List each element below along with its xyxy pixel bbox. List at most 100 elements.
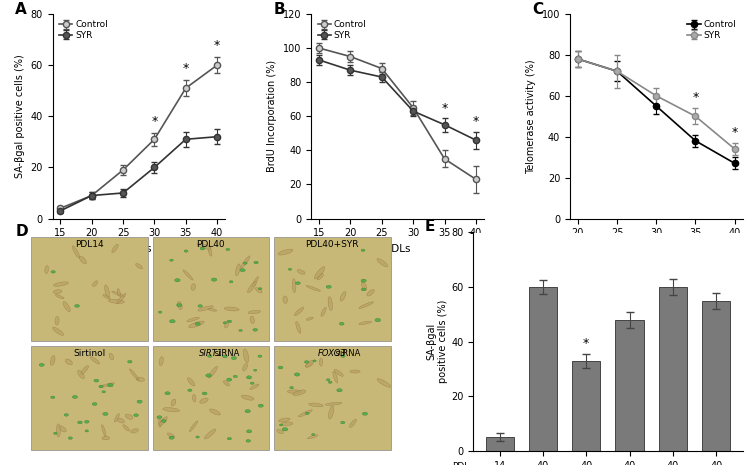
Ellipse shape <box>205 429 216 439</box>
Ellipse shape <box>258 355 262 358</box>
Ellipse shape <box>128 360 132 363</box>
Ellipse shape <box>196 436 200 438</box>
Text: siRNA: siRNA <box>211 349 239 359</box>
Ellipse shape <box>288 268 292 270</box>
Ellipse shape <box>167 433 174 437</box>
Ellipse shape <box>92 403 97 405</box>
Ellipse shape <box>377 379 391 387</box>
Ellipse shape <box>339 322 344 325</box>
Ellipse shape <box>101 425 106 437</box>
Ellipse shape <box>243 262 248 264</box>
Ellipse shape <box>206 374 212 377</box>
Ellipse shape <box>246 376 252 379</box>
Ellipse shape <box>256 288 262 293</box>
Ellipse shape <box>72 395 77 399</box>
Ellipse shape <box>231 357 236 359</box>
Ellipse shape <box>102 391 106 393</box>
Ellipse shape <box>208 308 217 311</box>
Ellipse shape <box>102 436 110 440</box>
Ellipse shape <box>304 360 309 363</box>
Ellipse shape <box>112 244 118 252</box>
Ellipse shape <box>45 266 49 273</box>
Ellipse shape <box>250 384 259 390</box>
Ellipse shape <box>227 320 232 323</box>
Ellipse shape <box>242 395 254 400</box>
FancyBboxPatch shape <box>152 346 269 450</box>
Ellipse shape <box>297 270 305 274</box>
Legend: Control, SYR: Control, SYR <box>316 19 368 42</box>
Ellipse shape <box>211 278 217 281</box>
Ellipse shape <box>161 419 166 422</box>
Ellipse shape <box>187 317 200 322</box>
Ellipse shape <box>333 371 338 383</box>
Ellipse shape <box>104 285 110 298</box>
Ellipse shape <box>77 421 82 424</box>
X-axis label: PDLs: PDLs <box>385 244 410 254</box>
Text: siRNA: siRNA <box>333 349 361 359</box>
Text: *: * <box>472 115 479 128</box>
Ellipse shape <box>209 366 218 378</box>
Text: *: * <box>692 91 698 104</box>
Ellipse shape <box>362 412 368 415</box>
Ellipse shape <box>298 410 312 417</box>
Ellipse shape <box>326 402 342 405</box>
Ellipse shape <box>85 420 89 423</box>
Ellipse shape <box>241 256 250 268</box>
FancyBboxPatch shape <box>32 346 148 450</box>
Ellipse shape <box>281 422 293 425</box>
Ellipse shape <box>50 356 55 365</box>
Ellipse shape <box>236 264 240 276</box>
FancyBboxPatch shape <box>152 237 269 341</box>
Ellipse shape <box>137 400 142 403</box>
Ellipse shape <box>326 285 332 288</box>
Ellipse shape <box>321 307 326 316</box>
Ellipse shape <box>208 246 212 256</box>
Ellipse shape <box>224 321 229 328</box>
Ellipse shape <box>202 392 207 395</box>
Ellipse shape <box>158 419 161 427</box>
Ellipse shape <box>293 390 306 396</box>
Ellipse shape <box>200 398 208 403</box>
Ellipse shape <box>208 355 212 358</box>
Ellipse shape <box>117 293 126 304</box>
Ellipse shape <box>183 270 193 280</box>
Ellipse shape <box>242 364 248 371</box>
Ellipse shape <box>107 384 113 387</box>
Ellipse shape <box>188 378 195 386</box>
Ellipse shape <box>170 259 173 261</box>
Ellipse shape <box>328 406 334 419</box>
Ellipse shape <box>56 424 60 437</box>
Ellipse shape <box>226 248 230 251</box>
Text: *: * <box>442 101 448 114</box>
Ellipse shape <box>305 362 312 367</box>
Text: *: * <box>214 40 220 52</box>
Ellipse shape <box>340 292 346 301</box>
Ellipse shape <box>361 279 366 282</box>
Ellipse shape <box>367 289 374 296</box>
Text: FOXO3: FOXO3 <box>318 349 346 359</box>
Ellipse shape <box>251 382 254 385</box>
Ellipse shape <box>158 311 162 313</box>
Ellipse shape <box>278 366 283 369</box>
Ellipse shape <box>53 432 57 434</box>
Ellipse shape <box>55 317 59 325</box>
Ellipse shape <box>130 369 139 380</box>
Ellipse shape <box>246 439 250 442</box>
Ellipse shape <box>375 319 381 322</box>
Ellipse shape <box>224 381 230 386</box>
Ellipse shape <box>252 277 259 287</box>
Text: C: C <box>532 2 543 17</box>
Ellipse shape <box>103 294 110 299</box>
Text: PDL40: PDL40 <box>196 240 225 249</box>
Text: *: * <box>152 115 157 128</box>
Text: E: E <box>425 219 435 234</box>
Ellipse shape <box>68 437 73 439</box>
Bar <box>485 438 514 451</box>
Ellipse shape <box>320 359 322 366</box>
Ellipse shape <box>51 271 56 273</box>
Ellipse shape <box>99 385 104 388</box>
Ellipse shape <box>99 383 115 387</box>
Y-axis label: SA-βgal positive cells (%): SA-βgal positive cells (%) <box>15 54 25 178</box>
Ellipse shape <box>306 317 314 320</box>
Y-axis label: BrdU Incorporation (%): BrdU Incorporation (%) <box>268 60 278 173</box>
